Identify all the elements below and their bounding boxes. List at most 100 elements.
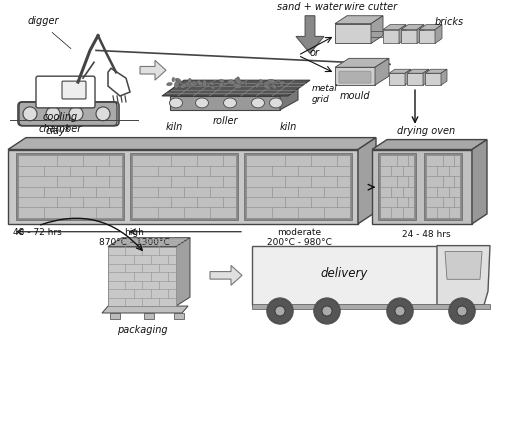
Ellipse shape <box>269 98 283 108</box>
Ellipse shape <box>175 78 180 83</box>
Ellipse shape <box>189 81 198 87</box>
Text: cooling
chamber: cooling chamber <box>38 112 81 134</box>
Text: mould: mould <box>339 91 370 101</box>
Ellipse shape <box>177 78 182 84</box>
Text: bricks: bricks <box>435 17 464 27</box>
Circle shape <box>314 298 340 324</box>
Text: roller: roller <box>212 116 238 126</box>
Circle shape <box>267 298 293 324</box>
Polygon shape <box>335 67 375 85</box>
Polygon shape <box>441 69 447 85</box>
Circle shape <box>449 298 475 324</box>
Polygon shape <box>380 155 414 218</box>
Ellipse shape <box>209 82 214 85</box>
Ellipse shape <box>185 82 190 87</box>
FancyBboxPatch shape <box>36 76 95 108</box>
Ellipse shape <box>224 98 237 108</box>
Text: drying oven: drying oven <box>397 126 455 135</box>
FancyBboxPatch shape <box>252 246 437 305</box>
Ellipse shape <box>219 81 223 88</box>
Polygon shape <box>170 96 280 110</box>
Text: high: high <box>124 228 144 237</box>
Text: 48 - 72 hrs: 48 - 72 hrs <box>13 228 62 237</box>
Ellipse shape <box>210 86 215 89</box>
FancyBboxPatch shape <box>62 81 86 99</box>
Polygon shape <box>401 30 417 43</box>
Ellipse shape <box>174 81 179 89</box>
Polygon shape <box>372 149 472 224</box>
Polygon shape <box>472 140 487 224</box>
FancyBboxPatch shape <box>339 71 371 83</box>
Text: moderate: moderate <box>277 228 321 237</box>
Ellipse shape <box>259 81 264 85</box>
Polygon shape <box>130 154 238 220</box>
Polygon shape <box>426 155 460 218</box>
Polygon shape <box>174 313 184 319</box>
Polygon shape <box>132 155 236 218</box>
Polygon shape <box>419 24 442 30</box>
Polygon shape <box>210 265 242 285</box>
Text: delivery: delivery <box>321 267 368 280</box>
Polygon shape <box>435 24 442 43</box>
Ellipse shape <box>251 98 265 108</box>
Circle shape <box>46 107 60 121</box>
Polygon shape <box>108 238 190 246</box>
Circle shape <box>395 306 405 316</box>
Polygon shape <box>375 58 389 85</box>
Polygon shape <box>335 16 383 24</box>
Ellipse shape <box>196 98 208 108</box>
Text: packaging: packaging <box>117 325 167 335</box>
FancyBboxPatch shape <box>19 102 117 126</box>
Polygon shape <box>358 138 376 224</box>
Text: kiln: kiln <box>165 122 183 132</box>
Polygon shape <box>389 69 411 73</box>
Polygon shape <box>423 69 429 85</box>
Polygon shape <box>335 24 371 43</box>
Polygon shape <box>383 24 406 30</box>
Text: clay*: clay* <box>46 126 70 136</box>
Circle shape <box>96 107 110 121</box>
Ellipse shape <box>166 82 173 86</box>
Ellipse shape <box>188 78 191 84</box>
Polygon shape <box>417 24 424 43</box>
Polygon shape <box>378 154 416 220</box>
Polygon shape <box>108 246 176 306</box>
Polygon shape <box>102 306 188 313</box>
Ellipse shape <box>268 79 275 84</box>
Ellipse shape <box>280 84 284 87</box>
Polygon shape <box>8 149 358 224</box>
Polygon shape <box>246 155 350 218</box>
Ellipse shape <box>235 78 242 84</box>
Ellipse shape <box>245 81 247 86</box>
Ellipse shape <box>202 80 207 87</box>
Polygon shape <box>170 86 298 96</box>
Text: or: or <box>310 49 320 58</box>
Ellipse shape <box>264 84 270 89</box>
Polygon shape <box>425 73 441 85</box>
Ellipse shape <box>255 82 260 88</box>
Ellipse shape <box>260 79 263 83</box>
Ellipse shape <box>237 77 240 81</box>
Polygon shape <box>18 155 122 218</box>
Polygon shape <box>108 68 130 96</box>
Ellipse shape <box>227 80 236 85</box>
Text: 200°C - 980°C: 200°C - 980°C <box>267 238 331 247</box>
Ellipse shape <box>263 81 271 86</box>
Polygon shape <box>176 238 190 306</box>
Text: wire cutter: wire cutter <box>345 2 397 12</box>
Polygon shape <box>16 154 124 220</box>
Polygon shape <box>437 246 490 305</box>
Ellipse shape <box>271 84 276 89</box>
Circle shape <box>69 107 83 121</box>
Polygon shape <box>372 140 487 149</box>
Text: digger: digger <box>27 16 59 26</box>
Polygon shape <box>407 73 423 85</box>
Polygon shape <box>407 69 429 73</box>
Text: kiln: kiln <box>280 122 296 132</box>
Polygon shape <box>401 24 424 30</box>
Polygon shape <box>108 246 176 306</box>
Polygon shape <box>445 252 482 279</box>
Ellipse shape <box>233 83 242 89</box>
Polygon shape <box>8 138 376 149</box>
Polygon shape <box>280 86 298 110</box>
